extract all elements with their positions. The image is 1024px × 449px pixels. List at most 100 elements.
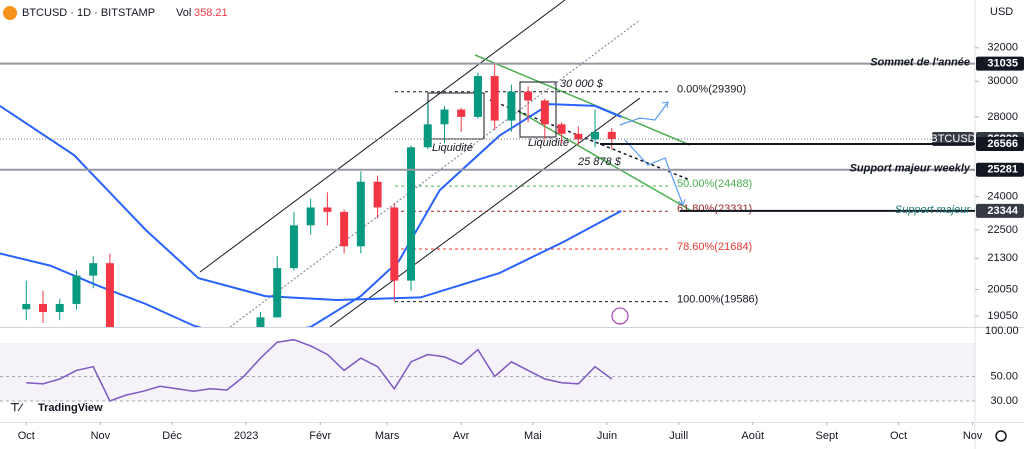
x-tick-label: Juill [669, 430, 688, 442]
x-tick-label: Sept [816, 430, 839, 442]
drawings [199, 0, 691, 327]
candle-body [607, 131, 616, 139]
watermark: TradingView [38, 402, 103, 414]
y-tick-label: 24000 [987, 190, 1018, 202]
annotation: Liquidité [432, 142, 473, 154]
y-tick-label: 30000 [987, 75, 1018, 87]
candle-body [22, 303, 31, 310]
level-note: Sommet de l'année [870, 57, 970, 69]
rsi-line [26, 338, 613, 402]
wedge-line [519, 111, 691, 211]
price-label-box [976, 203, 1024, 218]
price-label-box [976, 162, 1024, 177]
candle-body [323, 207, 332, 212]
y-tick-label: 22500 [987, 224, 1018, 236]
bitcoin-icon [3, 6, 17, 20]
price-label-box [976, 56, 1024, 71]
x-tick-label: Oct [18, 430, 35, 442]
candle-body [407, 147, 416, 281]
x-tick-label: Juin [597, 430, 617, 442]
y-tick-label: 19050 [987, 310, 1018, 322]
vol-label: Vol [176, 7, 191, 19]
symbol-tag-box [932, 131, 974, 146]
candle-body [557, 124, 566, 134]
level-note: Support majeur [895, 204, 972, 216]
fib-label: 78.60%(21684) [677, 241, 752, 253]
candle-body [72, 275, 81, 304]
price-label: 23344 [987, 205, 1018, 217]
candle-body [507, 91, 516, 121]
rsi-top-label: 100.00 [985, 325, 1019, 337]
channel-line [229, 19, 641, 327]
candle-body [473, 76, 482, 117]
price-label: 26566 [987, 138, 1018, 150]
y-tick-label: 21300 [987, 252, 1018, 264]
candle-body [356, 181, 365, 247]
rsi-tick-label: 50.00 [990, 370, 1018, 382]
y-tick-label: 20050 [987, 283, 1018, 295]
x-tick-label: Nov [91, 430, 111, 442]
price-label: 31035 [987, 58, 1018, 70]
moving-average [0, 105, 622, 302]
candle-body [105, 263, 114, 327]
channel-line [199, 0, 566, 273]
candle-body [39, 303, 48, 312]
x-tick-label: 2023 [234, 430, 258, 442]
candle-body [340, 211, 349, 247]
x-tick-label: Mai [524, 430, 542, 442]
vol-value: 358.21 [194, 7, 228, 19]
candle-body [289, 225, 298, 269]
rsi-pane [26, 338, 613, 402]
candle-body [490, 76, 499, 121]
x-tick-label: Févr [309, 430, 331, 442]
level-note: Support majeur weekly [850, 163, 971, 175]
price-label-box [976, 137, 1024, 152]
annotation: 30 000 $ [560, 78, 604, 90]
candle-body [373, 181, 382, 208]
x-tick-label: Avr [453, 430, 470, 442]
candle-body [540, 100, 549, 125]
candle-body [273, 268, 282, 318]
main-pane [0, 64, 668, 327]
x-tick-label: Août [741, 430, 764, 442]
annotation: 25 878 $ [577, 156, 622, 168]
fib-label: 61.80%(23331) [677, 203, 752, 215]
fib-label: 100.00%(19586) [677, 294, 758, 306]
channel-line [329, 97, 641, 327]
candle-body [440, 109, 449, 125]
event-icon[interactable] [611, 307, 629, 325]
candle-body [457, 109, 466, 117]
candle-body [524, 91, 533, 101]
range-box [519, 81, 557, 138]
rsi-band [0, 343, 975, 401]
projection-arrow [661, 101, 669, 109]
candle-body [591, 131, 600, 140]
projection-arrow [677, 198, 686, 206]
x-tick-label: Mars [375, 430, 400, 442]
projection-arrow [619, 101, 669, 126]
x-tick-label: Nov [963, 430, 983, 442]
y-tick-label: 28000 [987, 111, 1018, 123]
currency: USD [990, 6, 1013, 18]
fib-label: 0.00%(29390) [677, 84, 746, 96]
fib-label: 50.00%(24488) [677, 178, 752, 190]
candle-body [89, 263, 98, 276]
projection-arrow [624, 139, 684, 206]
candle-body [423, 124, 432, 148]
rsi-tick-label: 30.00 [990, 395, 1018, 407]
candle-body [55, 303, 64, 312]
x-tick-label: Oct [890, 430, 907, 442]
x-tick-label: Déc [162, 430, 182, 442]
candle-body [390, 207, 399, 281]
wedge-line [474, 54, 691, 146]
y-tick-label: 32000 [987, 42, 1018, 54]
symbol-title: BTCUSD · 1D · BITSTAMP [22, 7, 155, 19]
candle-body [306, 207, 315, 226]
candle-body [574, 133, 583, 140]
price-label: 25281 [987, 164, 1018, 176]
watermark-logo: ⊤⁄ [10, 402, 24, 414]
annotation: Liquidité [528, 137, 569, 149]
settings-icon[interactable] [995, 430, 1007, 442]
